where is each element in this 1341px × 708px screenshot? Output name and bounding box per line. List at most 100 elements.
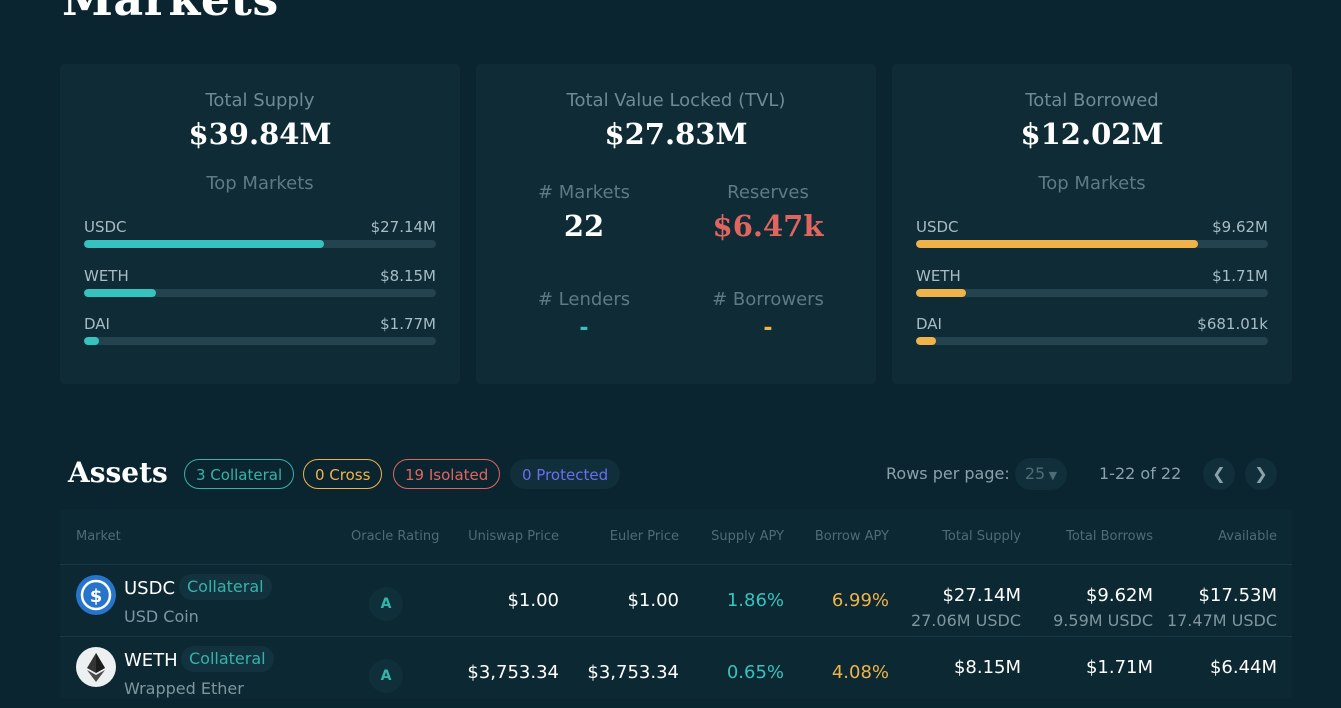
- reserves-stat: Reserves $6.47k: [668, 182, 868, 243]
- borrow-apy: 4.08%: [831, 662, 889, 683]
- header-euler-price[interactable]: Euler Price: [609, 529, 679, 544]
- market-name: WETH: [916, 267, 961, 285]
- tvl-value: $27.83M: [604, 117, 748, 151]
- market-bar-fill: [916, 289, 966, 297]
- total-supply-value: $39.84M: [188, 117, 332, 151]
- market-name: USDC: [84, 218, 127, 236]
- asset-name: USD Coin: [124, 607, 199, 626]
- filter-protected-pill[interactable]: 0 Protected: [510, 459, 621, 489]
- total-borrows-native: 9.59M USDC: [1053, 611, 1153, 630]
- divider: [60, 636, 1292, 637]
- collateral-badge: Collateral: [181, 646, 274, 672]
- oracle-rating-badge: A: [369, 659, 403, 693]
- market-amount: $9.62M: [1212, 218, 1268, 236]
- assets-table: Market Oracle Rating Uniswap Price Euler…: [60, 509, 1292, 699]
- market-bar: [916, 289, 1268, 297]
- market-amount: $681.01k: [1197, 315, 1268, 333]
- lenders-stat: # Lenders -: [484, 289, 684, 341]
- market-amount: $1.71M: [1212, 267, 1268, 285]
- market-name: USDC: [916, 218, 959, 236]
- tvl-label: Total Value Locked (TVL): [566, 90, 786, 111]
- header-oracle-rating[interactable]: Oracle Rating: [351, 529, 440, 544]
- available-native: 17.47M USDC: [1166, 611, 1277, 630]
- header-total-borrows[interactable]: Total Borrows: [1066, 529, 1153, 544]
- market-bar-fill: [916, 337, 937, 345]
- oracle-rating-badge: A: [369, 587, 403, 621]
- pagination-range: 1-22 of 22: [1099, 464, 1182, 483]
- top-markets-title: Top Markets: [1038, 173, 1146, 194]
- rows-per-page-value: 25: [1024, 464, 1046, 483]
- borrowers-label: # Borrowers: [712, 289, 824, 310]
- reserves-value: $6.47k: [712, 209, 824, 243]
- total-supply-label: Total Supply: [205, 90, 315, 111]
- total-borrows: $1.71M: [1085, 657, 1153, 678]
- header-available[interactable]: Available: [1218, 529, 1277, 544]
- total-borrowed-label: Total Borrowed: [1025, 90, 1159, 111]
- total-borrowed-card: Total Borrowed $12.02M Top Markets USDC …: [892, 64, 1292, 384]
- borrow-apy: 6.99%: [831, 590, 889, 611]
- total-borrows: $9.62M: [1085, 585, 1153, 606]
- market-bar-fill: [916, 240, 1198, 248]
- rows-per-page-select[interactable]: 25 ▼: [1015, 458, 1067, 490]
- markets-count-value: 22: [563, 209, 605, 243]
- rows-per-page-label: Rows per page:: [886, 464, 1010, 483]
- asset-symbol: WETH: [124, 650, 178, 671]
- supply-apy: 1.86%: [726, 590, 784, 611]
- market-amount: $27.14M: [370, 218, 436, 236]
- markets-count-stat: # Markets 22: [484, 182, 684, 243]
- market-bar: [84, 337, 436, 345]
- borrowers-value: -: [763, 316, 773, 341]
- market-bar-fill: [84, 240, 324, 248]
- chevron-left-icon: ❮: [1212, 464, 1226, 483]
- total-borrowed-value: $12.02M: [1020, 117, 1164, 151]
- caret-down-icon: ▼: [1045, 469, 1058, 482]
- assets-title: Assets: [68, 456, 168, 489]
- market-amount: $1.77M: [380, 315, 436, 333]
- header-supply-apy[interactable]: Supply APY: [711, 529, 784, 544]
- tvl-card: Total Value Locked (TVL) $27.83M # Marke…: [476, 64, 876, 384]
- market-bar: [84, 240, 436, 248]
- market-bar: [84, 289, 436, 297]
- total-supply-native: 27.06M USDC: [910, 611, 1021, 630]
- header-borrow-apy[interactable]: Borrow APY: [814, 529, 889, 544]
- total-supply: $8.15M: [953, 657, 1021, 678]
- lenders-label: # Lenders: [537, 289, 631, 310]
- market-name: DAI: [84, 315, 110, 333]
- usdc-icon: $: [76, 575, 116, 615]
- collateral-badge: Collateral: [179, 574, 272, 600]
- euler-price: $3,753.34: [587, 662, 679, 683]
- header-total-supply[interactable]: Total Supply: [942, 529, 1021, 544]
- filter-cross-pill[interactable]: 0 Cross: [303, 459, 383, 489]
- top-markets-title: Top Markets: [206, 173, 314, 194]
- market-name: WETH: [84, 267, 129, 285]
- filter-isolated-pill[interactable]: 19 Isolated: [393, 459, 501, 489]
- lenders-value: -: [579, 316, 589, 341]
- filter-collateral-pill[interactable]: 3 Collateral: [184, 459, 295, 489]
- prev-page-button[interactable]: ❮: [1203, 458, 1235, 490]
- available: $17.53M: [1198, 585, 1277, 606]
- divider: [60, 564, 1292, 565]
- euler-price: $1.00: [627, 590, 679, 611]
- supply-apy: 0.65%: [726, 662, 784, 683]
- uniswap-price: $1.00: [507, 590, 559, 611]
- table-row[interactable]: $ USDC Collateral USD Coin A $1.00 $1.00…: [60, 565, 1292, 636]
- chevron-right-icon: ❯: [1254, 464, 1268, 483]
- uniswap-price: $3,753.34: [467, 662, 559, 683]
- markets-count-label: # Markets: [537, 182, 631, 203]
- asset-name: Wrapped Ether: [124, 679, 244, 698]
- available: $6.44M: [1209, 657, 1277, 678]
- header-market[interactable]: Market: [76, 529, 121, 544]
- market-bar-fill: [84, 337, 100, 345]
- market-bar: [916, 337, 1268, 345]
- market-amount: $8.15M: [380, 267, 436, 285]
- table-row[interactable]: WETH Collateral Wrapped Ether A $3,753.3…: [60, 637, 1292, 708]
- page-title: Markets: [62, 0, 279, 26]
- total-supply-card: Total Supply $39.84M Top Markets USDC $2…: [60, 64, 460, 384]
- market-bar-fill: [84, 289, 157, 297]
- next-page-button[interactable]: ❯: [1245, 458, 1277, 490]
- market-name: DAI: [916, 315, 942, 333]
- market-bar: [916, 240, 1268, 248]
- borrowers-stat: # Borrowers -: [668, 289, 868, 341]
- total-supply: $27.14M: [942, 585, 1021, 606]
- header-uniswap-price[interactable]: Uniswap Price: [468, 529, 559, 544]
